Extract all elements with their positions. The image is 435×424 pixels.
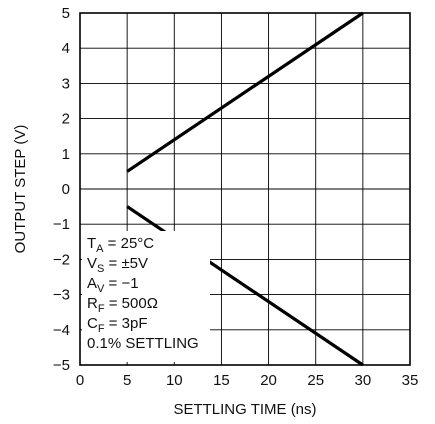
annotation-line: RF = 500Ω (87, 295, 158, 315)
y-tick-label: −5 (53, 357, 70, 374)
series-line (126, 11, 364, 173)
x-tick-label: 10 (166, 372, 183, 389)
y-tick-label: 0 (62, 181, 70, 198)
y-tick-label: −4 (53, 322, 70, 339)
y-tick-label: 5 (62, 5, 70, 22)
y-tick-label: −2 (53, 251, 70, 268)
x-tick-label: 30 (355, 372, 372, 389)
annotation-line: TA = 25°C (87, 235, 154, 255)
x-tick-label: 0 (76, 372, 84, 389)
annotation-background (82, 231, 210, 362)
annotation-line: 0.1% SETTLING (87, 335, 199, 352)
y-tick-label: −1 (53, 216, 70, 233)
x-tick-label: 20 (260, 372, 277, 389)
grid (80, 13, 410, 365)
y-tick-label: −3 (53, 287, 70, 304)
plot-frame (79, 12, 411, 366)
y-tick-labels: 5 4 3 2 1 0 −1 −2 −3 −4 −5 (53, 5, 70, 374)
annotation-line: CF = 3pF (87, 315, 148, 335)
y-tick-label: 4 (62, 40, 70, 57)
x-tick-label: 5 (123, 372, 131, 389)
y-tick-label: 3 (62, 75, 70, 92)
y-tick-label: 2 (62, 111, 70, 128)
annotation-line: VS = ±5V (87, 255, 148, 275)
x-tick-labels: 0 5 10 15 20 25 30 35 (76, 372, 419, 389)
x-tick-label: 15 (213, 372, 230, 389)
annotation-line: AV = −1 (87, 275, 139, 295)
x-tick-label: 35 (402, 372, 419, 389)
x-tick-label: 25 (307, 372, 324, 389)
y-axis-label: OUTPUT STEP (V) (12, 125, 29, 254)
y-tick-label: 1 (62, 146, 70, 163)
x-axis-label: SETTLING TIME (ns) (173, 401, 316, 418)
